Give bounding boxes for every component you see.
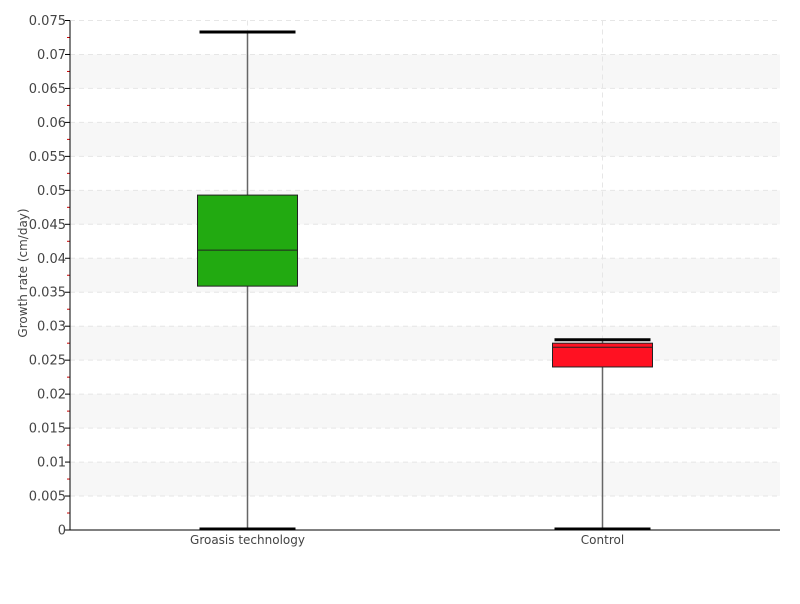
y-tick-label: 0.045 xyxy=(29,218,66,233)
boxes xyxy=(197,30,653,531)
grid-band xyxy=(70,326,780,361)
y-tick-label: 0.07 xyxy=(37,48,66,63)
y-tick-label: 0.04 xyxy=(37,252,66,267)
box-groasis xyxy=(197,194,298,287)
axes: 0 0.005 0.01 0.015 0.02 0.025 0.03 0.035 0.04 0.0… xyxy=(29,14,780,547)
y-tick-label: 0.015 xyxy=(29,422,66,437)
y-tick-label: 0.01 xyxy=(37,456,66,471)
y-tick-label: 0.055 xyxy=(29,150,66,165)
grid-band xyxy=(70,462,780,497)
y-tick-label: 0.05 xyxy=(37,184,66,199)
y-tick-label: 0.03 xyxy=(37,320,66,335)
x-tick-label: Groasis technology xyxy=(190,533,305,547)
y-tick-label: 0.035 xyxy=(29,286,66,301)
y-axis-label: Growth rate (cm/day) xyxy=(16,208,30,337)
y-tick-label: 0.025 xyxy=(29,354,66,369)
grid-band xyxy=(70,122,780,157)
y-tick-label: 0 xyxy=(58,524,66,539)
box-control xyxy=(552,342,653,368)
x-tick-label: Control xyxy=(581,533,624,547)
y-tick-label: 0.075 xyxy=(29,14,66,29)
y-tick-label: 0.065 xyxy=(29,82,66,97)
grid-bands xyxy=(70,54,780,497)
grid-band xyxy=(70,54,780,89)
grid-band xyxy=(70,258,780,293)
grid-band xyxy=(70,190,780,225)
grid-band xyxy=(70,394,780,429)
y-tick-label: 0.005 xyxy=(29,490,66,505)
y-tick-label: 0.06 xyxy=(37,116,66,131)
y-tick-label: 0.02 xyxy=(37,388,66,403)
